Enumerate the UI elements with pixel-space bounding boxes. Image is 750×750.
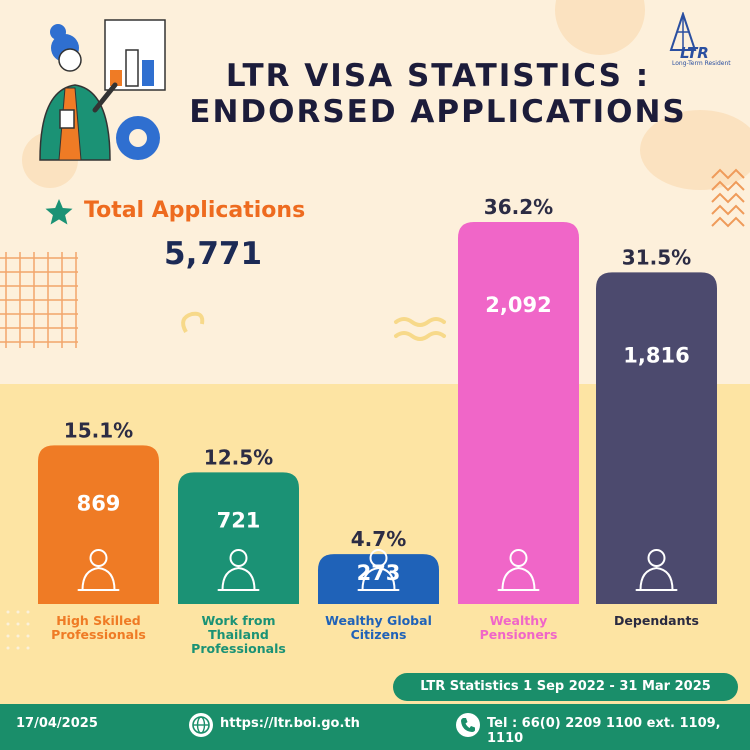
title-line-1: LTR VISA STATISTICS : — [225, 58, 651, 94]
footer-bar — [0, 704, 750, 750]
globe-icon — [189, 713, 213, 737]
footer-website-link[interactable]: https://ltr.boi.go.th — [220, 716, 360, 731]
total-applications-label: Total Applications — [84, 198, 306, 223]
pensioner-money-bag-icon — [497, 549, 540, 591]
category-label-0: High Skilled Professionals — [51, 613, 146, 642]
category-label-1: Work from Thailand Professionals — [191, 613, 286, 656]
decor-dots — [6, 610, 30, 650]
category-label-2: Wealthy Global Citizens — [325, 613, 432, 642]
decor-blob-top-right — [555, 0, 645, 55]
star-icon — [45, 199, 73, 225]
wealthy-investor-icon — [357, 549, 400, 591]
percent-label-2: 4.7% — [351, 527, 406, 551]
decor-grid — [0, 252, 78, 348]
statistics-period-badge: LTR Statistics 1 Sep 2022 - 31 Mar 2025 — [393, 673, 738, 701]
value-label-4: 1,816 — [623, 343, 689, 367]
professional-scientist-icon — [77, 549, 120, 591]
decor-waves — [394, 317, 446, 341]
bar-3 — [458, 222, 579, 604]
percent-label-1: 12.5% — [204, 445, 273, 469]
decor-blob-right — [640, 110, 750, 190]
total-applications-value: 5,771 — [164, 236, 263, 272]
bar-1 — [178, 472, 299, 604]
percent-label-0: 15.1% — [64, 418, 133, 442]
family-icon — [635, 549, 678, 591]
footer-date: 17/04/2025 — [16, 716, 98, 731]
office-building-worker-icon — [217, 549, 260, 591]
phone-icon — [456, 713, 480, 737]
bar-2 — [318, 554, 439, 604]
footer-phone[interactable]: Tel : 66(0) 2209 1100 ext. 1109, 1110 — [487, 716, 721, 746]
category-label-4: Dependants — [614, 613, 699, 628]
value-label-3: 2,092 — [485, 293, 551, 317]
ltr-logo-icon — [669, 12, 697, 51]
bar-0 — [38, 445, 159, 604]
illustration-woman-with-chart — [39, 19, 166, 161]
percent-label-4: 31.5% — [622, 245, 691, 269]
decor-curl — [181, 311, 205, 333]
value-label-1: 721 — [217, 509, 261, 533]
page-title: LTR VISA STATISTICS : ENDORSED APPLICATI… — [158, 58, 718, 130]
bar-4 — [596, 272, 717, 604]
category-label-3: Wealthy Pensioners — [480, 613, 558, 642]
logo-text: LTR — [680, 44, 709, 62]
title-line-2: ENDORSED APPLICATIONS — [189, 94, 687, 130]
value-label-0: 869 — [77, 491, 121, 515]
decor-chevrons — [711, 168, 745, 228]
logo-subtext: Long-Term Resident — [672, 60, 731, 67]
percent-label-3: 36.2% — [484, 195, 553, 219]
